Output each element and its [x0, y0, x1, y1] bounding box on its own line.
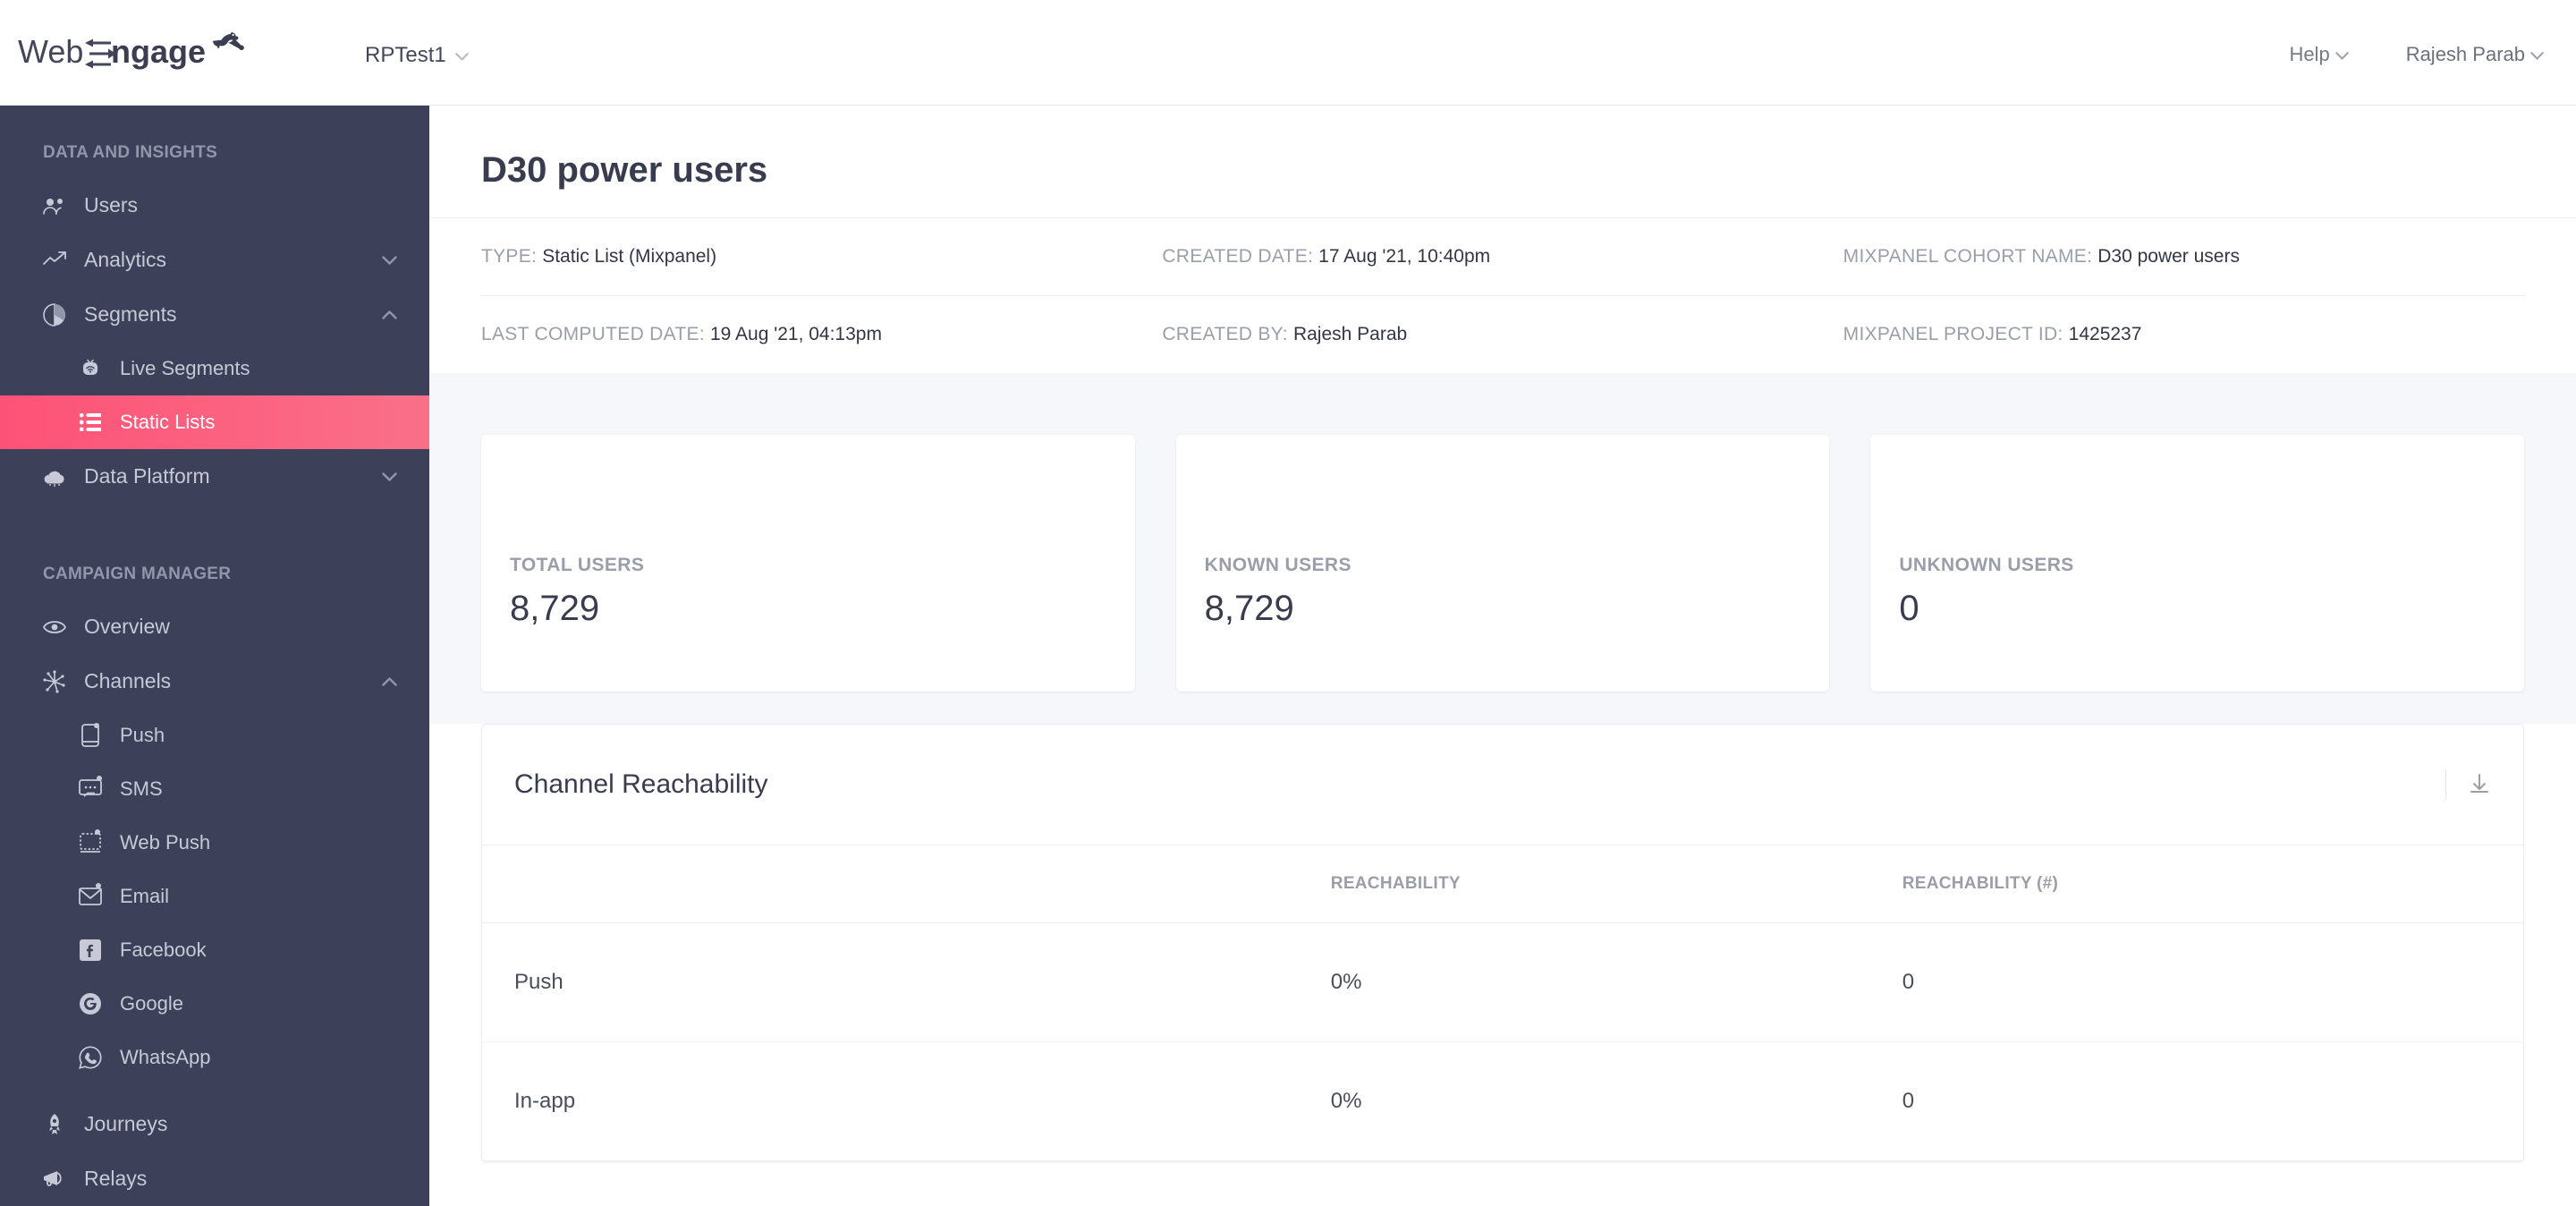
svg-text:Web: Web: [18, 33, 83, 70]
svg-text:ngage: ngage: [111, 33, 206, 70]
